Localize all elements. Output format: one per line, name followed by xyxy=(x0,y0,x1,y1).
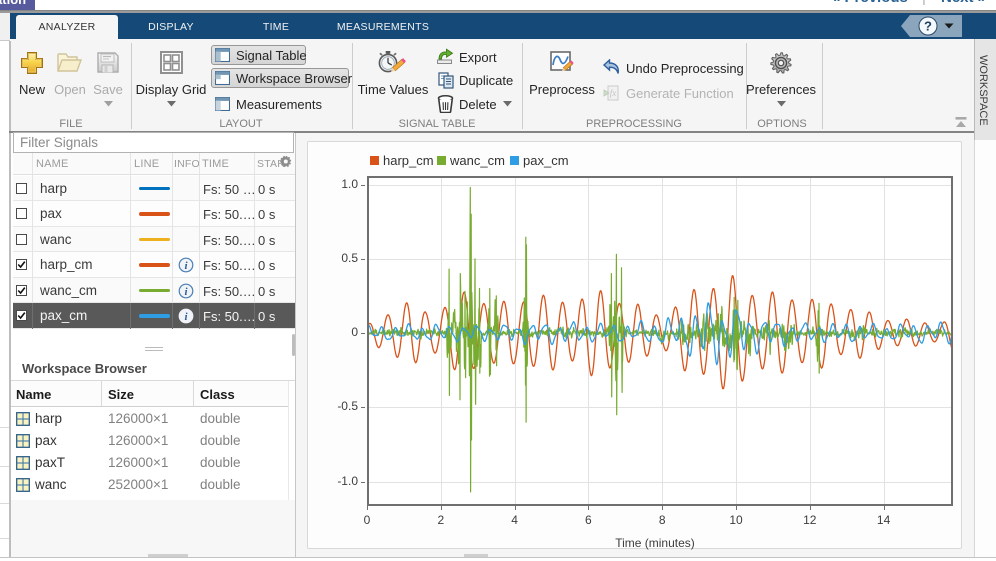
svg-text:fx: fx xyxy=(610,88,617,98)
svg-text:i: i xyxy=(184,286,188,298)
svg-text:i: i xyxy=(184,311,188,323)
svg-text:i: i xyxy=(184,260,188,272)
svg-text:?: ? xyxy=(924,19,932,34)
